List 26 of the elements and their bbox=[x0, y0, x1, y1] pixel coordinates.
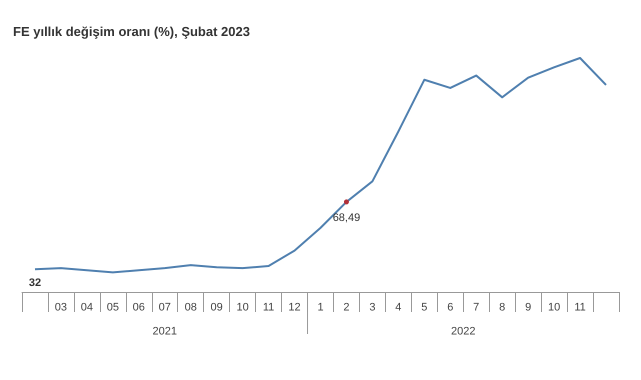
x-tick-label: 5 bbox=[421, 302, 428, 314]
x-tick-label: 1 bbox=[317, 302, 324, 314]
x-tick-label: 10 bbox=[236, 302, 249, 314]
x-tick-label: 03 bbox=[54, 302, 68, 314]
x-tick-label: 08 bbox=[184, 302, 197, 314]
x-tick-label: 9 bbox=[525, 302, 532, 314]
x-tick-label: 04 bbox=[80, 302, 94, 314]
x-tick-label: 11 bbox=[574, 302, 586, 314]
text: 2021 bbox=[152, 326, 178, 338]
x-tick-label: 12 bbox=[288, 302, 301, 314]
x-tick-label: 2 bbox=[343, 302, 350, 314]
x-tick-label: 4 bbox=[395, 302, 402, 314]
x-tick-label: 3 bbox=[369, 302, 376, 314]
annotation: 32 bbox=[28, 276, 42, 289]
x-tick-label: 06 bbox=[132, 302, 145, 314]
x-tick-label: 05 bbox=[106, 302, 119, 314]
x-tick-label: 6 bbox=[447, 302, 454, 314]
x-tick-label: 10 bbox=[548, 302, 560, 314]
x-tick-label: 11 bbox=[262, 302, 274, 314]
annotation: 68,49 bbox=[332, 212, 360, 224]
x-tick-label: 09 bbox=[210, 302, 223, 314]
chart-title: FE yıllık değişim oranı (%), Şubat 2023 bbox=[13, 24, 250, 39]
text: 2022 bbox=[451, 326, 476, 338]
x-tick-label: 8 bbox=[499, 302, 506, 314]
x-tick-label: 7 bbox=[473, 302, 480, 314]
x-tick-label: 07 bbox=[158, 302, 171, 314]
